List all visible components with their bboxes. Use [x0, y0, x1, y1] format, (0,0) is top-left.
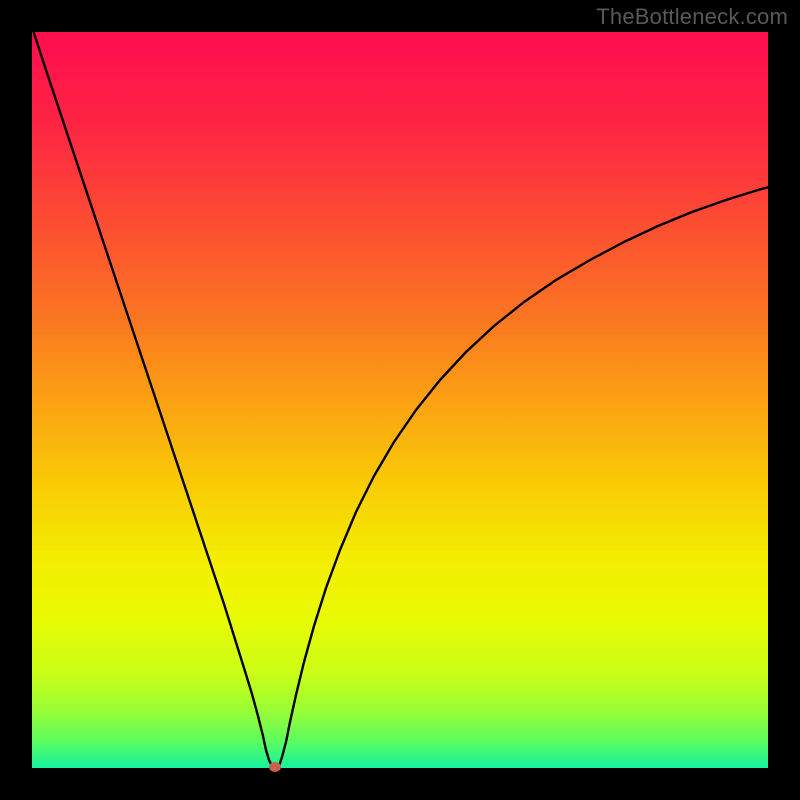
- plot-gradient-area: [32, 32, 768, 768]
- bottleneck-v-curve-chart: [0, 0, 800, 800]
- chart-container: { "watermark": "TheBottleneck.com", "cha…: [0, 0, 800, 800]
- watermark-text: TheBottleneck.com: [596, 4, 788, 30]
- minimum-marker: [269, 762, 281, 772]
